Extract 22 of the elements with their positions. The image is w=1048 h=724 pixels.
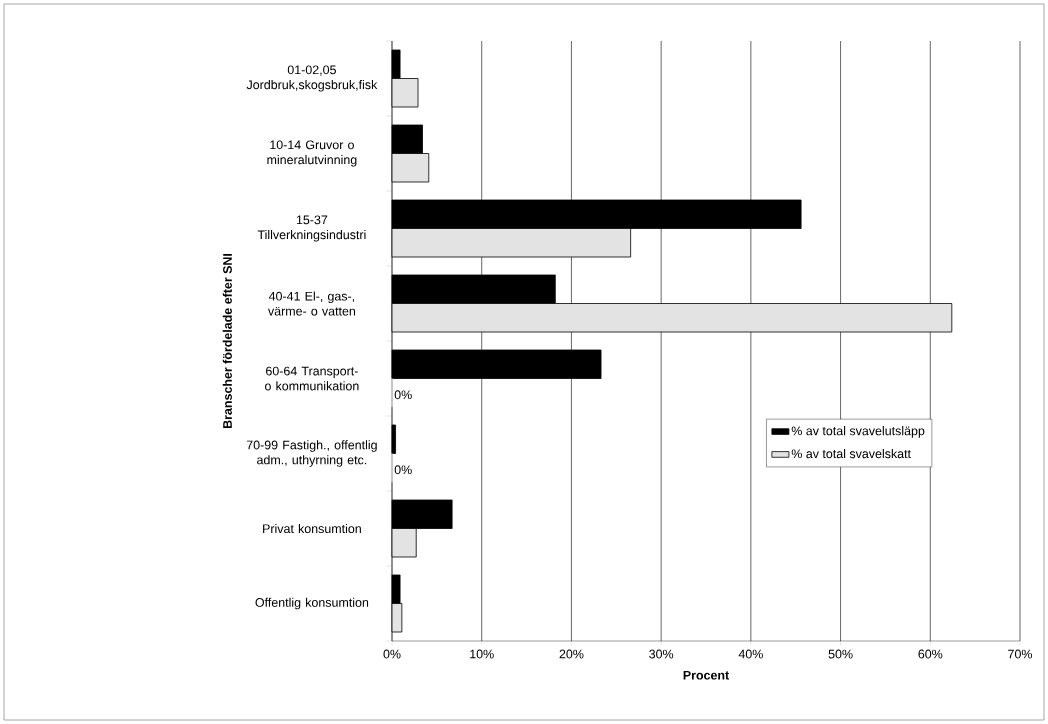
x-tick-label: 30%: [649, 649, 674, 659]
y-tick-label: 70-99 Fastigh., offentlig adm., uthyrning etc.: [246, 440, 377, 467]
x-tick-label: 60%: [918, 649, 943, 659]
y-tick-label: 10-14 Gruvor o mineralutvinning: [267, 140, 357, 167]
y-tick-label: Offentlig konsumtion: [255, 597, 369, 610]
x-tick-label: 10%: [470, 649, 494, 659]
y-axis-title: Branscher fördelade efter SNI: [222, 253, 232, 429]
x-axis-title: Procent: [683, 670, 730, 680]
y-tick-label: 60-64 Transport- o kommunikation: [265, 366, 359, 391]
x-tick-label: 0%: [383, 649, 401, 659]
y-tick-label: 01-02,05 Jordbruk,skogsbruk,fisk: [246, 65, 378, 92]
x-tick-label: 50%: [828, 649, 853, 659]
x-tick-label: 40%: [738, 649, 763, 659]
x-tick-label: 20%: [559, 649, 584, 659]
y-tick-label: 40-41 El-, gas-, värme- o vatten: [268, 291, 356, 316]
legend-label: % av total svavelskatt: [791, 448, 911, 459]
y-tick-label: 15-37 Tillverkningsindustri: [257, 215, 366, 242]
data-label: 0%: [394, 390, 412, 400]
y-tick-label: Privat konsumtion: [263, 523, 361, 534]
legend-label: % av total svavelutsläpp: [791, 426, 925, 438]
x-tick-label: 70%: [1008, 649, 1033, 659]
data-label: 0%: [394, 465, 412, 475]
